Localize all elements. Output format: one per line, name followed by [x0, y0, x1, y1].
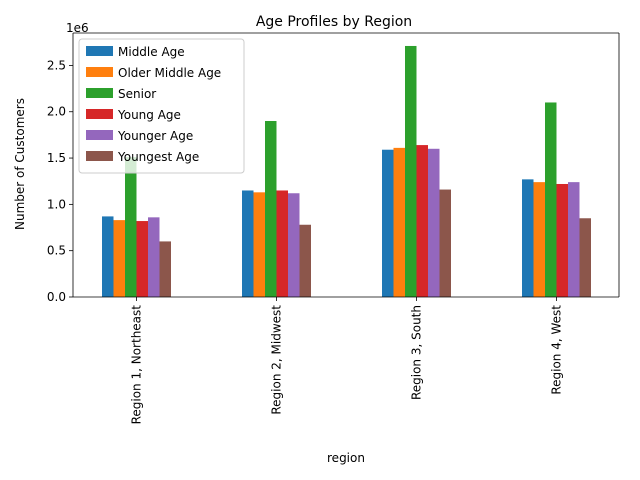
y-axis-label: Number of Customers	[13, 98, 27, 230]
bar	[579, 218, 591, 297]
y-tick-label: 2.5	[47, 58, 66, 72]
y-tick-label: 0.0	[47, 290, 66, 304]
bar	[428, 148, 440, 297]
legend-swatch	[86, 151, 113, 161]
legend: Middle Age Older Middle Age Senior Young Ag…	[78, 38, 245, 174]
bar	[253, 192, 265, 297]
legend-label: Older Middle Age	[118, 66, 221, 80]
bar	[148, 217, 160, 297]
legend-swatch	[86, 67, 113, 77]
bar	[439, 189, 451, 297]
y-tick-label: 1.0	[47, 197, 66, 211]
bar	[265, 121, 277, 297]
legend-swatch	[86, 88, 113, 98]
bar	[522, 179, 534, 297]
legend-label: Young Age	[117, 108, 181, 122]
bar	[288, 193, 300, 297]
x-tick-label: Region 3, South	[410, 305, 424, 400]
legend-swatch	[86, 109, 113, 119]
bar	[136, 221, 148, 297]
bar	[276, 190, 288, 297]
bar	[382, 149, 394, 297]
y-tick-label: 0.5	[47, 244, 66, 258]
legend-swatch	[86, 130, 113, 140]
legend-box	[78, 38, 245, 174]
bar	[242, 190, 254, 297]
bar	[159, 241, 171, 297]
bar	[568, 182, 580, 297]
bar	[545, 102, 557, 297]
bar	[405, 45, 417, 298]
x-tick-label: Region 2, Midwest	[270, 305, 284, 415]
bar	[393, 147, 405, 297]
chart-title: Age Profiles by Region	[256, 14, 412, 30]
y-axis-offset-label: 1e6	[66, 21, 89, 35]
legend-swatch	[86, 46, 113, 56]
bar	[556, 183, 568, 297]
bar	[299, 224, 311, 297]
bar	[533, 182, 545, 297]
legend-label: Middle Age	[118, 45, 185, 59]
y-tick-label: 1.5	[47, 151, 66, 165]
bar	[102, 216, 114, 297]
legend-label: Youngest Age	[117, 150, 199, 164]
bar	[125, 157, 137, 297]
x-tick-label: Region 1, Northeast	[130, 305, 144, 425]
y-tick-label: 2.0	[47, 105, 66, 119]
legend-label: Senior	[118, 87, 156, 101]
x-axis-label: region	[327, 451, 365, 465]
bar	[416, 145, 428, 297]
legend-label: Younger Age	[117, 129, 193, 143]
bar	[113, 220, 125, 297]
x-tick-label: Region 4, West	[550, 305, 564, 395]
plot-area: 0.0 0.5 1.0 1.5 2.0 2.5 Region 1, Northeast Reg…	[47, 32, 620, 425]
